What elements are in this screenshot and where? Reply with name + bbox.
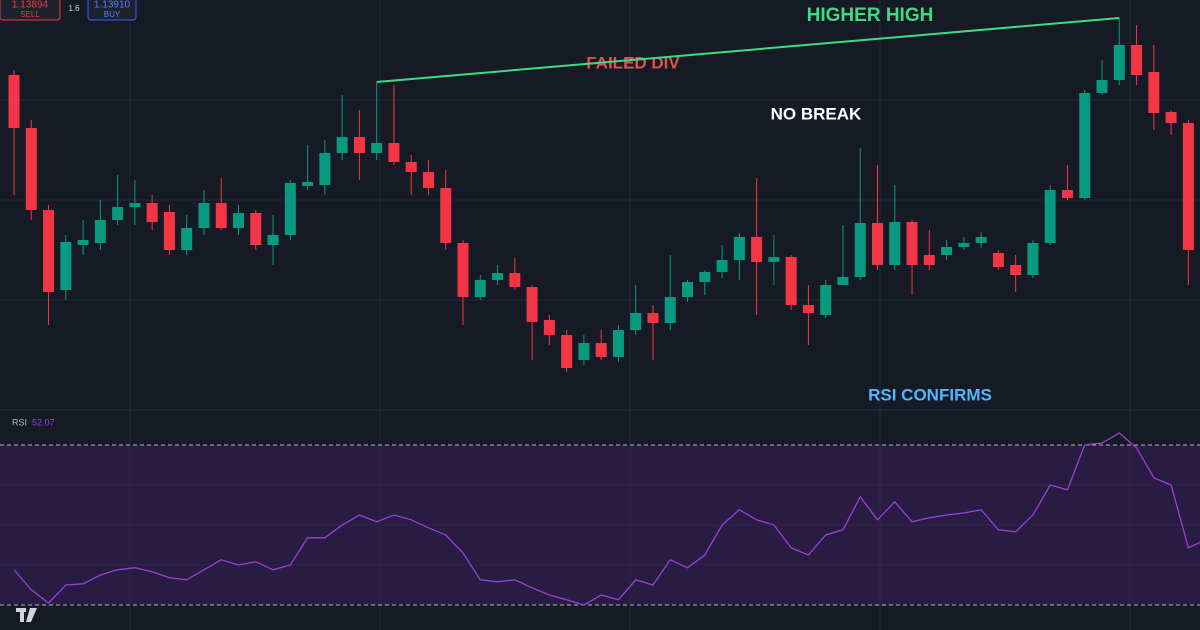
candle-body (941, 247, 953, 255)
sell-button[interactable] (0, 0, 61, 21)
candle-body (25, 128, 37, 210)
candle-body (716, 260, 728, 272)
candle-body (785, 257, 797, 305)
candle-body (492, 273, 504, 280)
rsi-line (13, 432, 1200, 606)
candle-body (612, 330, 624, 357)
candle-body (353, 137, 365, 153)
candle-body (1044, 190, 1056, 243)
candle-body (267, 235, 279, 245)
candle-body (923, 255, 935, 265)
candle-body (146, 203, 158, 222)
candle-body (543, 320, 555, 335)
candle-body (1027, 243, 1039, 275)
trade-widget: 1.13894 SELL 1.6 1.13910 BUY (0, 0, 137, 21)
sell-label: SELL (20, 10, 40, 19)
spread: 1.6 (68, 4, 80, 13)
candle-body (250, 213, 262, 245)
candle-body (509, 273, 521, 287)
candle-body (77, 240, 89, 245)
candle-body (457, 243, 469, 297)
candle-body (94, 220, 106, 243)
candle-body (1131, 45, 1143, 75)
candle-body (595, 343, 607, 357)
candle-body (975, 237, 987, 243)
candle-body (889, 222, 901, 265)
annotation: NO BREAK (771, 104, 862, 123)
candle-body (1079, 93, 1091, 198)
candle-body (302, 182, 314, 186)
candle-body (1148, 72, 1160, 113)
rsi-value: 52.07 (32, 417, 55, 427)
candle-body (474, 280, 486, 297)
candle-body (854, 223, 866, 277)
candle-body (371, 143, 383, 153)
candle-body (1061, 190, 1073, 198)
candle-body (163, 212, 175, 250)
candle-body (319, 153, 331, 185)
candle-body (526, 287, 538, 322)
candle-body (1165, 112, 1177, 123)
candle-body (1010, 265, 1022, 275)
candle-body (405, 162, 417, 172)
candle-body (906, 222, 918, 265)
candle-body (682, 282, 694, 297)
candle-body (699, 272, 711, 282)
buy-price: 1.13910 (94, 0, 131, 11)
candle-body (181, 228, 193, 250)
candle-body (440, 188, 452, 243)
buy-label: BUY (104, 10, 121, 19)
candle-body (561, 335, 573, 368)
sell-price: 1.13894 (12, 0, 49, 11)
candle-body (112, 207, 124, 220)
logo (16, 608, 37, 622)
candle-body (768, 257, 780, 262)
candle-body (43, 210, 55, 292)
candle-body (1113, 45, 1125, 80)
candle-body (336, 137, 348, 153)
candle-body (630, 313, 642, 330)
candle-body (1182, 123, 1194, 250)
candle-body (1096, 80, 1108, 93)
candle-body (751, 237, 763, 262)
candle-body (129, 203, 141, 207)
candle-body (802, 305, 814, 313)
candle-body (958, 243, 970, 247)
candle-body (8, 75, 20, 128)
candle-body (578, 343, 590, 360)
trendline (376, 17, 1120, 83)
annotation: HIGHER HIGH (807, 5, 934, 26)
candle-body (872, 223, 883, 265)
candle-body (388, 143, 400, 162)
annotation: RSI CONFIRMS (868, 385, 992, 404)
candle-body (992, 253, 1004, 267)
candle-body (664, 297, 676, 323)
candle-body (422, 172, 434, 188)
candle-body (820, 285, 832, 315)
candle-body (647, 313, 659, 323)
candle-body (215, 203, 227, 228)
candle-body (198, 203, 210, 228)
buy-button[interactable] (87, 0, 137, 21)
candle-body (284, 183, 296, 235)
candle-body (233, 213, 245, 228)
candle-body (733, 237, 745, 260)
rsi-name: RSI (12, 417, 27, 427)
candle-body (837, 277, 849, 285)
rsi-band (0, 445, 1200, 605)
candle-body (60, 242, 72, 290)
